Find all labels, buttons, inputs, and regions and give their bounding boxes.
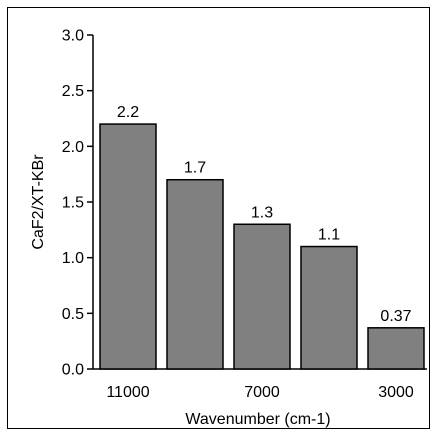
bar-data-label: 1.7	[184, 160, 206, 177]
y-tick-label: 0.5	[62, 306, 84, 323]
bar-data-label: 1.3	[251, 204, 273, 221]
x-tick-label: 7000	[244, 384, 280, 401]
bar-data-label: 2.2	[117, 104, 139, 121]
y-tick-label: 0.0	[62, 362, 84, 379]
bar	[233, 223, 291, 370]
y-tick-label: 2.0	[62, 139, 84, 156]
x-tick-label: 3000	[378, 384, 414, 401]
y-tick-label: 1.0	[62, 250, 84, 267]
y-tick-label: 3.0	[62, 28, 84, 45]
bar-data-label: 1.1	[318, 227, 340, 244]
bar-data-label: 0.37	[380, 308, 411, 325]
x-ticks: 11000 7000 3000	[106, 384, 414, 401]
y-tick-label: 1.5	[62, 195, 84, 212]
bar	[99, 123, 157, 370]
y-axis-title: CaF2/XT-KBr	[30, 154, 47, 250]
bar	[166, 178, 224, 370]
y-ticks: 0.0 0.5 1.0 1.5 2.0 2.5 3.0	[62, 28, 93, 379]
x-axis-title: Wavenumber (cm-1)	[185, 411, 330, 428]
bar	[367, 327, 425, 370]
y-tick-label: 2.5	[62, 83, 84, 100]
bar	[300, 245, 358, 370]
x-tick-label: 11000	[106, 384, 149, 401]
bars	[99, 123, 425, 370]
data-labels: 2.2 1.7 1.3 1.1 0.37	[117, 104, 412, 325]
